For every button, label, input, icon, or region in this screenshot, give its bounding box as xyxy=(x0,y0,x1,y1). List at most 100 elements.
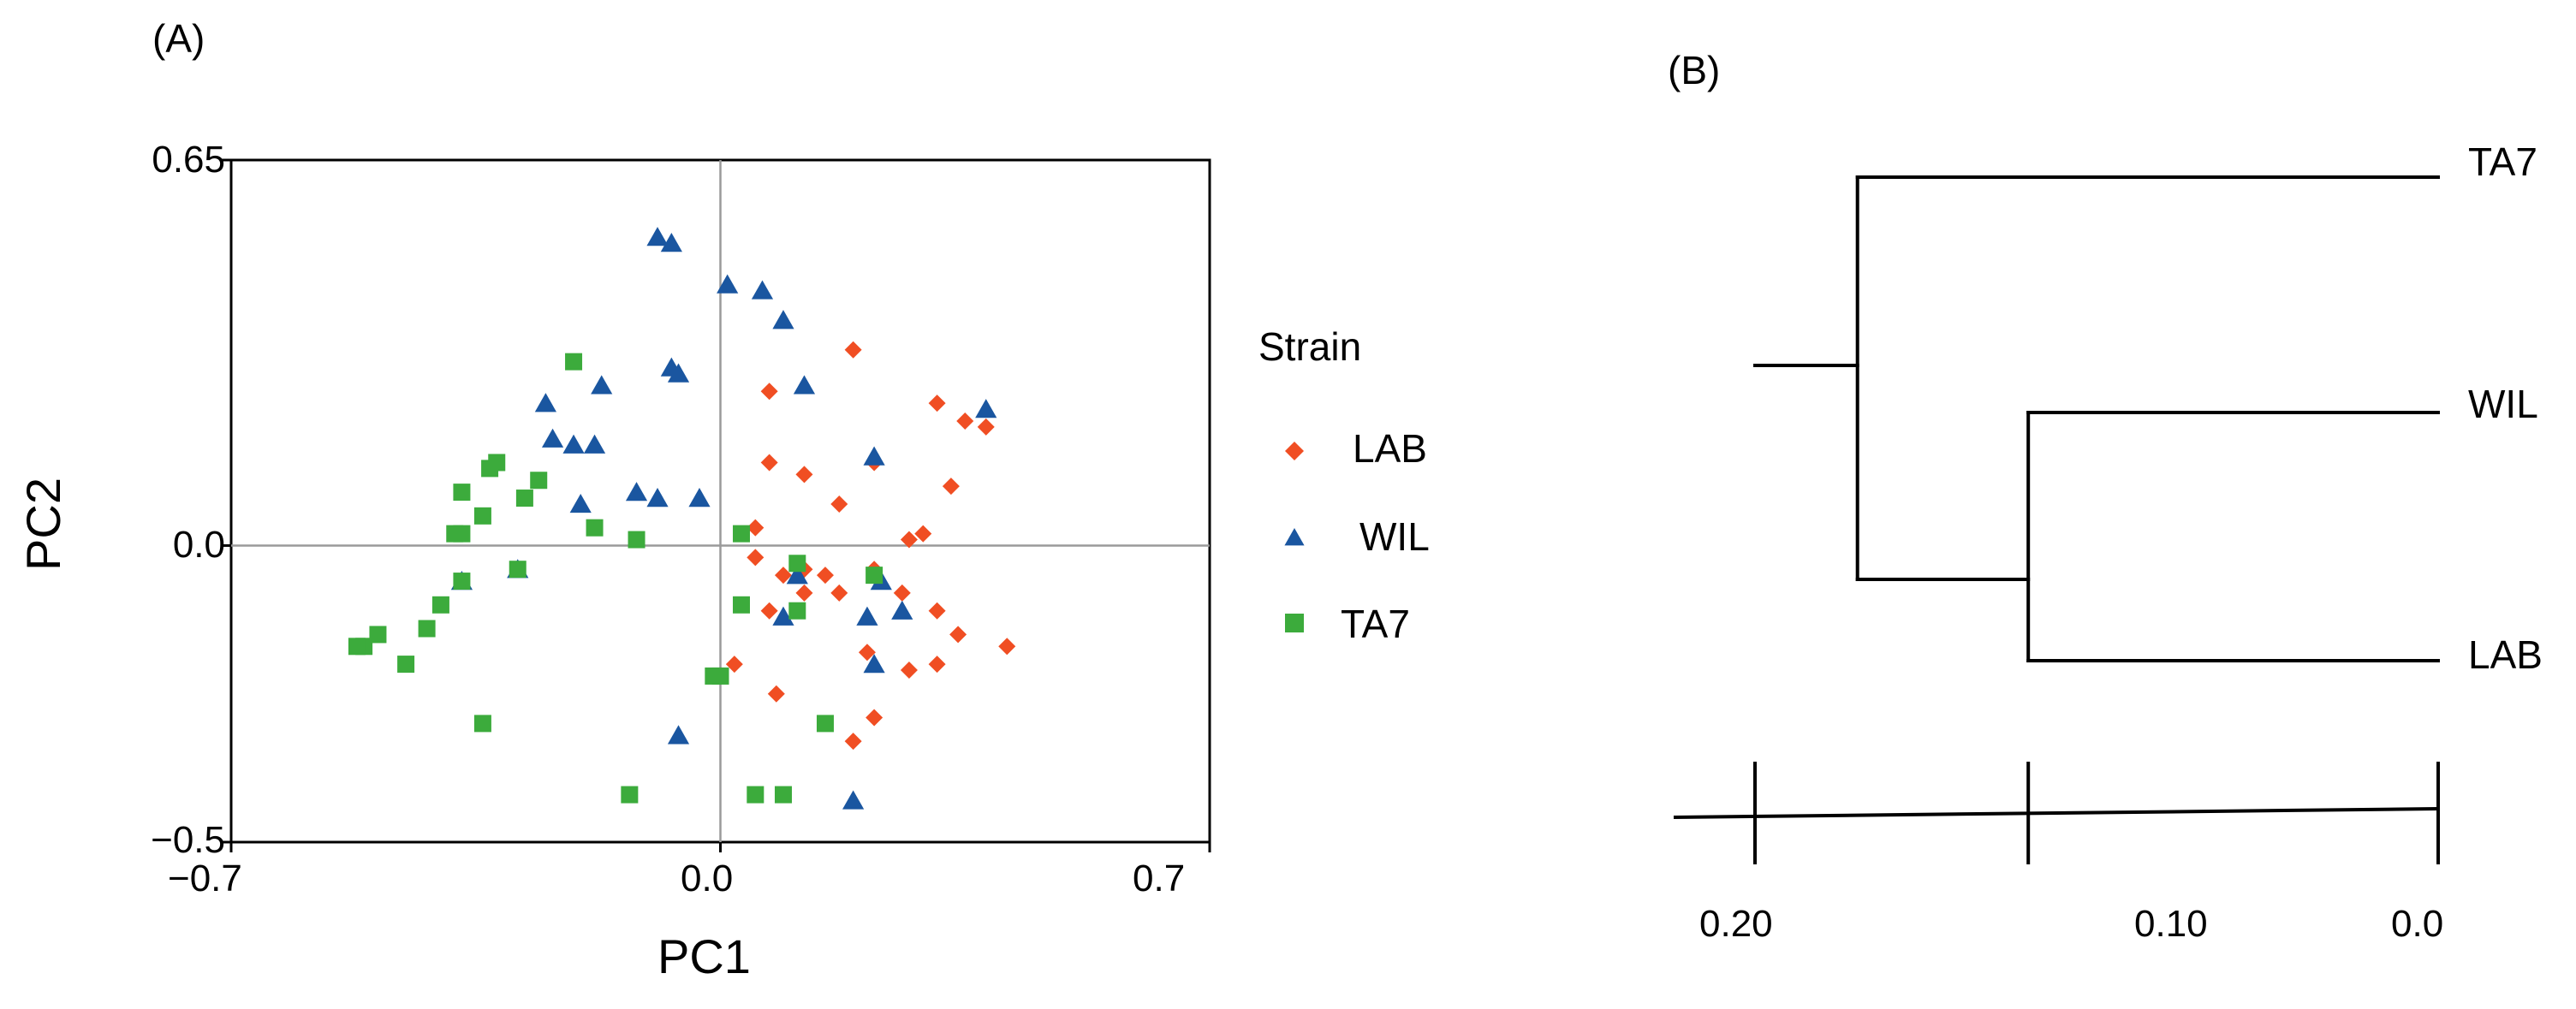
point-lab xyxy=(900,531,918,549)
point-ta7 xyxy=(348,638,366,656)
point-lab xyxy=(830,495,848,513)
point-lab xyxy=(928,602,946,620)
point-wil xyxy=(646,227,669,246)
point-wil xyxy=(863,654,885,674)
point-ta7 xyxy=(565,353,583,371)
point-lab xyxy=(949,626,967,644)
point-wil xyxy=(772,606,794,626)
point-lab xyxy=(866,709,883,727)
point-lab xyxy=(928,395,946,413)
legend-title: Strain xyxy=(1258,324,1362,369)
point-wil xyxy=(667,725,690,745)
point-ta7 xyxy=(586,519,604,537)
legend-marker-ta7 xyxy=(1285,614,1304,632)
point-ta7 xyxy=(473,507,491,525)
panel-a-label: (A) xyxy=(152,16,205,61)
point-ta7 xyxy=(397,656,415,674)
point-lab xyxy=(956,412,974,430)
point-ta7 xyxy=(453,484,471,502)
x-tick-label: −0.7 xyxy=(168,858,242,899)
point-wil xyxy=(625,482,648,502)
point-wil xyxy=(863,446,885,466)
y-tick-label: 0.65 xyxy=(152,139,225,181)
point-lab xyxy=(844,341,862,359)
point-ta7 xyxy=(621,786,639,804)
point-ta7 xyxy=(732,596,750,614)
point-lab xyxy=(760,383,778,401)
point-lab xyxy=(893,584,911,602)
point-ta7 xyxy=(732,525,750,543)
point-ta7 xyxy=(788,602,806,620)
dendrogram-leaf-label: LAB xyxy=(2468,632,2543,677)
point-ta7 xyxy=(788,555,806,573)
point-ta7 xyxy=(369,626,387,644)
dendrogram-leaf-label: TA7 xyxy=(2468,139,2537,184)
point-lab xyxy=(816,567,834,585)
point-lab xyxy=(844,733,862,751)
point-wil xyxy=(751,280,774,300)
legend-marker-wil xyxy=(1284,528,1305,546)
point-wil xyxy=(591,375,613,395)
point-wil xyxy=(569,493,592,513)
point-ta7 xyxy=(530,472,548,490)
point-wil xyxy=(534,393,556,413)
point-lab xyxy=(914,525,932,543)
point-ta7 xyxy=(774,786,792,804)
scale-tick-label: 0.20 xyxy=(1699,903,1773,945)
point-lab xyxy=(858,644,876,662)
point-ta7 xyxy=(481,460,499,478)
point-wil xyxy=(646,488,669,507)
legend-label-ta7: TA7 xyxy=(1341,602,1410,646)
point-lab xyxy=(774,567,792,585)
point-lab xyxy=(900,662,918,680)
y-axis-title: PC2 xyxy=(15,478,70,571)
dendrogram-scale-bar xyxy=(1673,762,2440,864)
point-lab xyxy=(760,454,778,472)
point-wil xyxy=(786,565,808,585)
y-tick-label: −0.5 xyxy=(151,819,225,861)
point-lab xyxy=(998,638,1016,656)
point-wil xyxy=(660,233,682,252)
scale-tick-label: 0.10 xyxy=(2134,903,2208,945)
legend-label-lab: LAB xyxy=(1353,426,1427,471)
x-axis-title: PC1 xyxy=(657,929,751,983)
point-lab xyxy=(767,685,785,703)
point-ta7 xyxy=(866,567,883,585)
scatter-plot-area xyxy=(221,158,1211,852)
point-wil xyxy=(667,363,690,383)
point-lab xyxy=(942,478,960,496)
point-lab xyxy=(795,466,813,484)
point-lab xyxy=(747,549,764,567)
point-lab xyxy=(795,584,813,602)
point-ta7 xyxy=(515,490,533,507)
point-wil xyxy=(891,600,913,620)
x-tick-label: 0.0 xyxy=(681,858,734,899)
point-wil xyxy=(772,310,794,329)
point-ta7 xyxy=(453,525,471,543)
point-wil xyxy=(688,488,711,507)
point-wil xyxy=(793,375,816,395)
point-lab xyxy=(977,418,995,436)
x-tick-label: 0.7 xyxy=(1133,858,1186,899)
point-wil xyxy=(562,434,585,454)
point-ta7 xyxy=(509,561,527,579)
point-ta7 xyxy=(418,620,436,638)
point-ta7 xyxy=(453,573,471,591)
point-lab xyxy=(928,656,946,674)
point-ta7 xyxy=(816,715,834,733)
point-lab xyxy=(747,519,764,537)
point-ta7 xyxy=(628,531,645,549)
point-wil xyxy=(975,399,997,418)
point-ta7 xyxy=(747,786,764,804)
legend-marker-lab xyxy=(1285,442,1304,460)
point-wil xyxy=(541,428,564,448)
dendrogram xyxy=(1753,175,2440,662)
point-lab xyxy=(830,584,848,602)
point-wil xyxy=(842,790,865,810)
point-wil xyxy=(856,606,878,626)
point-ta7 xyxy=(711,667,729,685)
scale-tick-label: 0.0 xyxy=(2391,903,2444,945)
point-lab xyxy=(725,656,743,674)
point-wil xyxy=(583,434,606,454)
